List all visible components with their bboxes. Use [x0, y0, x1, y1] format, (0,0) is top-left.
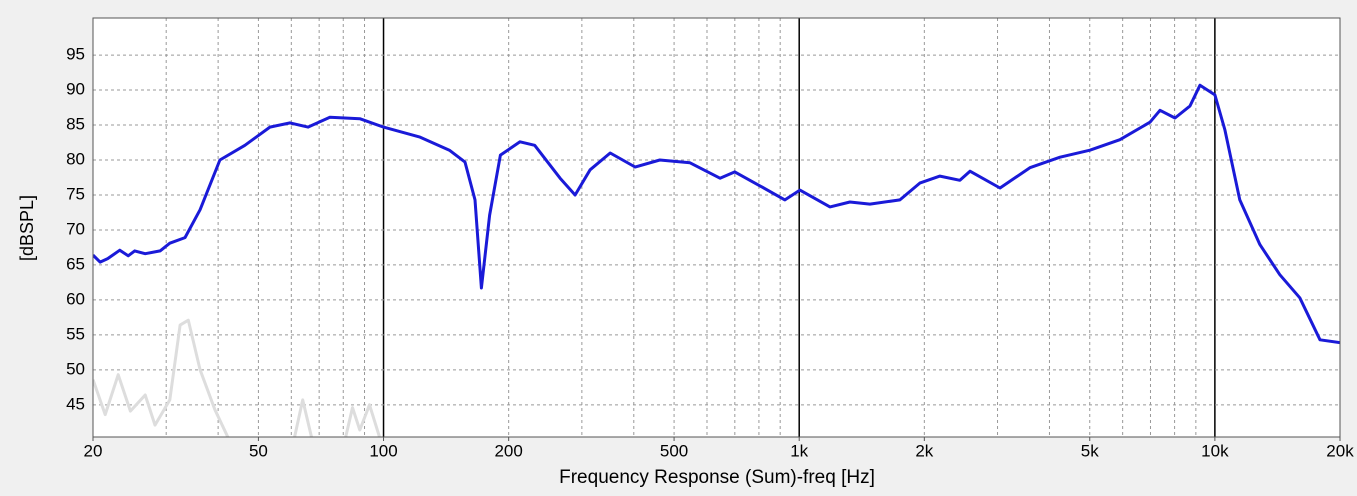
x-tick-label: 1k [790, 441, 808, 460]
x-tick-label: 5k [1081, 441, 1099, 460]
y-tick-label: 70 [66, 219, 85, 238]
x-tick-label: 500 [660, 441, 688, 460]
y-tick-label: 90 [66, 80, 85, 99]
y-tick-label: 95 [66, 45, 85, 64]
labels: 45 50 55 60 65 70 75 80 85 90 95 20 50 100 200 500 1k 2k 5… [66, 45, 1354, 461]
series-line [93, 318, 381, 437]
x-tick-label: 200 [494, 441, 522, 460]
y-tick-label: 45 [66, 394, 85, 413]
series-line [93, 83, 1340, 345]
x-tick-label: 2k [915, 441, 933, 460]
x-tick-label: 20 [84, 441, 103, 460]
grid [93, 18, 1340, 437]
y-tick-label: 65 [66, 254, 85, 273]
y-tick-label: 60 [66, 289, 85, 308]
y-tick-label: 85 [66, 115, 85, 134]
plot-area [93, 18, 1340, 437]
x-tick-label: 20k [1326, 441, 1354, 460]
x-tick-label: 100 [369, 441, 397, 460]
y-tick-label: 55 [66, 324, 85, 343]
x-axis-title: Frequency Response (Sum)-freq [Hz] [559, 467, 875, 488]
y-tick-label: 50 [66, 359, 85, 378]
lines [93, 83, 1340, 437]
x-tick-label: 50 [249, 441, 268, 460]
plot-border [92, 17, 1341, 438]
y-axis-title: [dBSPL] [17, 195, 37, 261]
y-tick-label: 75 [66, 184, 85, 203]
y-tick-label: 80 [66, 149, 85, 168]
x-tick-label: 10k [1201, 441, 1229, 460]
